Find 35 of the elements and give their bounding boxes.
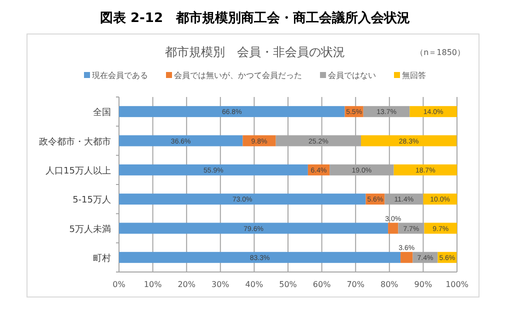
x-tick-label: 50% — [279, 280, 298, 289]
bar — [119, 194, 366, 205]
legend-label: 現在会員である — [92, 71, 148, 80]
x-tick-label: 10% — [144, 280, 162, 289]
text: （n＝1850） — [416, 48, 465, 57]
x-tick-label: 0% — [112, 280, 126, 289]
bar — [361, 135, 457, 146]
x-tick-label: 60% — [312, 280, 332, 289]
x-tick-label: 20% — [178, 280, 196, 289]
chart-title: 図表 2-12 都市規模別商工会・商工会議所入会状況 — [100, 10, 410, 26]
legend-label: 会員ではない — [328, 71, 376, 80]
x-tick-label: 100% — [446, 280, 469, 289]
x-tick-label: 40% — [245, 280, 264, 289]
y-tick-label: 5-15万人 — [72, 194, 111, 206]
chart-subtitle: 都市規模別 会員・非会員の状況 — [165, 45, 345, 59]
bar — [119, 106, 345, 118]
legend-label: 無回答 — [402, 71, 426, 80]
x-tick-label: 80% — [380, 280, 399, 289]
y-tick-label: 5万人未満 — [69, 224, 111, 235]
bar — [119, 222, 388, 234]
bar — [410, 106, 457, 118]
bar — [388, 222, 398, 234]
y-tick-label: 政令都市・大都市 — [39, 136, 111, 148]
y-tick-label: 全国 — [93, 107, 111, 118]
bar — [400, 252, 413, 263]
x-tick-label: 30% — [212, 280, 230, 289]
bar — [119, 135, 243, 146]
legend-label: 会員では無いが、かつて会員だった — [174, 71, 302, 80]
bar — [394, 164, 457, 176]
x-tick-label: 90% — [414, 280, 432, 289]
bar — [119, 252, 401, 263]
bar — [119, 164, 308, 176]
x-tick-label: 70% — [346, 280, 365, 289]
y-tick-label: 町村 — [93, 252, 111, 264]
y-tick-label: 人口15万人以上 — [46, 165, 111, 176]
